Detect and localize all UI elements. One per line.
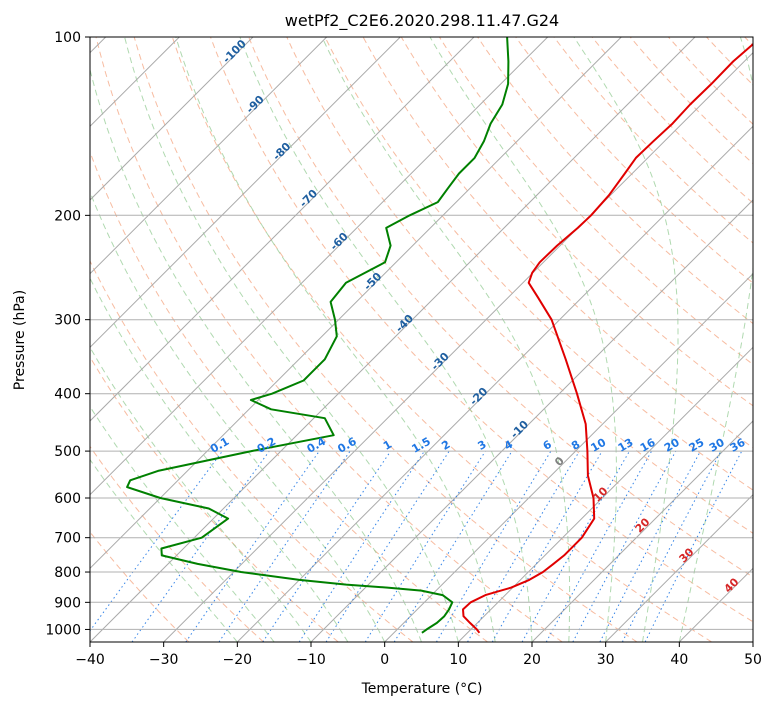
- mixing-ratio-label: 8: [569, 438, 582, 453]
- moist-adiabat: [17, 37, 348, 642]
- isotherm-label: -60: [328, 230, 351, 253]
- moist-adiabat: [322, 37, 570, 642]
- profile-lines: [127, 37, 761, 633]
- isotherm-label: -80: [270, 140, 293, 163]
- isotherm-label: -20: [467, 385, 490, 408]
- mixing-ratio-line: [645, 451, 742, 642]
- mixing-ratio-line: [82, 451, 223, 642]
- dry-adiabat: [20, 37, 413, 642]
- isotherm: [90, 37, 695, 642]
- x-tick-label: −10: [296, 652, 326, 668]
- mixing-ratio-label: 0.6: [335, 435, 359, 456]
- background-lines: [0, 37, 775, 642]
- isotherm: [237, 37, 775, 642]
- x-tick-label: 40: [670, 652, 688, 668]
- mixing-ratio-label: 25: [687, 436, 707, 455]
- mixing-ratio-label: 20: [662, 436, 682, 455]
- mixing-ratio-line: [132, 451, 269, 642]
- y-tick-label: 400: [54, 387, 81, 403]
- x-tick-label: −20: [223, 652, 253, 668]
- plot-frame: [90, 37, 753, 642]
- mixing-ratio-label: 10: [589, 436, 609, 455]
- mixing-ratio-label: 6: [541, 438, 554, 453]
- x-tick-label: 0: [380, 652, 389, 668]
- isotherm: [458, 37, 775, 642]
- y-tick-label: 100: [54, 30, 81, 46]
- x-tick-label: 50: [744, 652, 762, 668]
- isotherm: [0, 37, 327, 642]
- temperature-profile-line: [463, 37, 761, 633]
- mixing-ratio-label: 1.5: [410, 435, 433, 456]
- mixing-ratio-line: [468, 451, 580, 642]
- mixing-ratio-label: 0.1: [208, 435, 231, 456]
- dry-adiabat: [0, 37, 338, 642]
- moist-adiabat: [0, 37, 237, 642]
- x-axis-label: Temperature (°C): [361, 681, 483, 697]
- moist-adiabat: [125, 37, 459, 642]
- isotherm: [0, 37, 474, 642]
- y-axis-label: Pressure (hPa): [12, 290, 28, 390]
- mixing-ratio-line: [522, 451, 629, 642]
- isotherm: [16, 37, 621, 642]
- mixing-ratio-label: 2: [439, 438, 452, 453]
- mixing-ratio-line: [326, 451, 449, 642]
- isotherm-label: -40: [393, 312, 416, 335]
- isotherm: [385, 37, 775, 642]
- mixing-ratio-label: 13: [616, 436, 636, 455]
- dry-adiabat: [516, 37, 775, 642]
- dry-adiabat: [58, 37, 488, 642]
- dry-adiabat: [0, 37, 264, 642]
- theta-label: 30: [677, 545, 697, 565]
- mixing-ratio-label: 16: [638, 436, 658, 455]
- y-tick-label: 700: [54, 531, 81, 547]
- y-tick-label: 1000: [45, 622, 81, 638]
- theta-label: 20: [633, 515, 653, 535]
- mixing-ratio-label: 30: [707, 436, 727, 455]
- dry-adiabat: [0, 37, 189, 642]
- mixing-ratio-line: [394, 451, 512, 642]
- isotherm-label: -100: [220, 37, 249, 66]
- y-tick-label: 600: [54, 491, 81, 507]
- isotherm: [311, 37, 775, 642]
- isotherm-label: -30: [429, 350, 452, 373]
- theta-label: 40: [722, 575, 742, 595]
- mixing-ratio-line: [299, 451, 424, 642]
- isotherm: [0, 37, 253, 642]
- y-tick-label: 800: [54, 565, 81, 581]
- dry-adiabat: [554, 37, 775, 642]
- x-tick-label: 30: [597, 652, 615, 668]
- dry-adiabat: [745, 37, 775, 642]
- chart-title: wetPf2_C2E6.2020.298.11.47.G24: [285, 11, 559, 31]
- x-tick-label: −30: [149, 652, 179, 668]
- mixing-ratio-label: 0.2: [255, 435, 278, 456]
- y-tick-label: 900: [54, 595, 81, 611]
- x-tick-label: −40: [75, 652, 105, 668]
- mixing-ratio-line: [365, 451, 485, 642]
- y-tick-label: 300: [54, 313, 81, 329]
- dewpoint-profile-line: [127, 37, 508, 633]
- isotherm-label: -10: [508, 418, 531, 441]
- x-tick-label: 20: [523, 652, 541, 668]
- mixing-ratio-label: 36: [728, 436, 748, 455]
- isotherm: [0, 37, 400, 642]
- isotherm-label: -90: [244, 93, 267, 116]
- mixing-ratio-label: 3: [475, 438, 488, 453]
- isotherm: [753, 37, 775, 642]
- mixing-ratio-label: 1: [381, 438, 394, 453]
- moist-adiabat: [0, 37, 274, 642]
- isotherm: [679, 37, 775, 642]
- x-tick-label: 10: [449, 652, 467, 668]
- mixing-ratio-line: [263, 451, 391, 642]
- mixing-ratio-line: [219, 451, 350, 642]
- y-tick-label: 200: [54, 208, 81, 224]
- moist-adiabat: [0, 37, 311, 642]
- y-tick-label: 500: [54, 444, 81, 460]
- moist-adiabat: [574, 37, 678, 642]
- dry-adiabat: [707, 37, 775, 642]
